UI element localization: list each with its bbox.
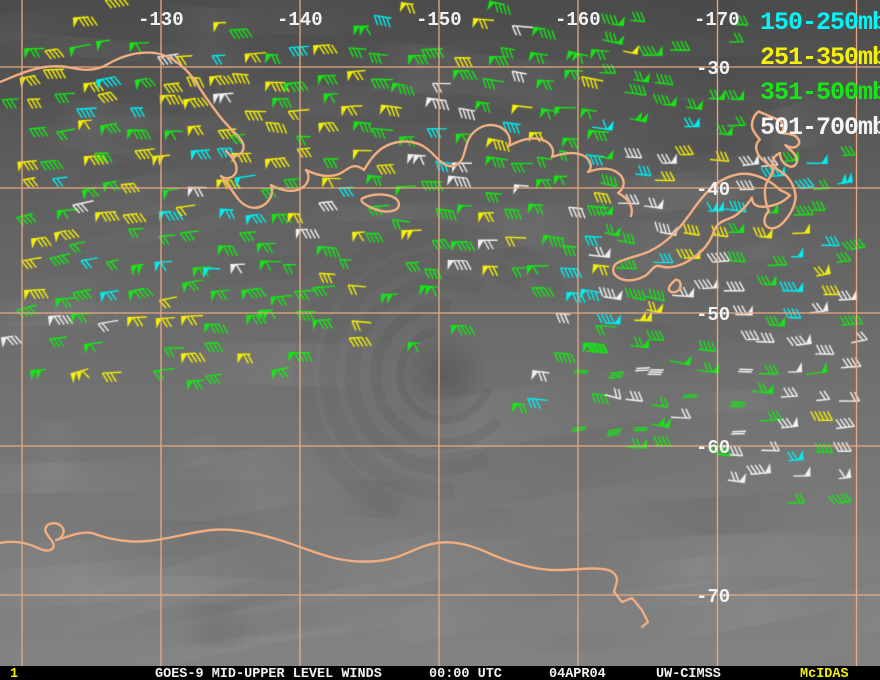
svg-text:-30: -30 [696,58,730,80]
svg-text:1: 1 [10,667,18,680]
svg-text:00:00 UTC: 00:00 UTC [429,667,502,680]
svg-text:04APR04: 04APR04 [549,667,606,680]
svg-text:-70: -70 [696,586,730,608]
svg-text:-40: -40 [696,179,730,201]
svg-text:GOES-9 MID-UPPER LEVEL WINDS: GOES-9 MID-UPPER LEVEL WINDS [155,667,382,680]
svg-text:McIDAS: McIDAS [800,667,849,680]
svg-text:-130: -130 [138,9,184,31]
svg-text:-170: -170 [694,9,740,31]
svg-text:501-700mb: 501-700mb [760,113,880,142]
svg-text:UW-CIMSS: UW-CIMSS [656,667,721,680]
svg-text:251-350mb: 251-350mb [760,43,880,72]
svg-text:-140: -140 [277,9,323,31]
svg-text:-60: -60 [696,437,730,459]
svg-text:-160: -160 [555,9,601,31]
svg-text:150-250mb: 150-250mb [760,8,880,37]
svg-text:351-500mb: 351-500mb [760,78,880,107]
svg-text:-50: -50 [696,304,730,326]
svg-text:-150: -150 [416,9,462,31]
